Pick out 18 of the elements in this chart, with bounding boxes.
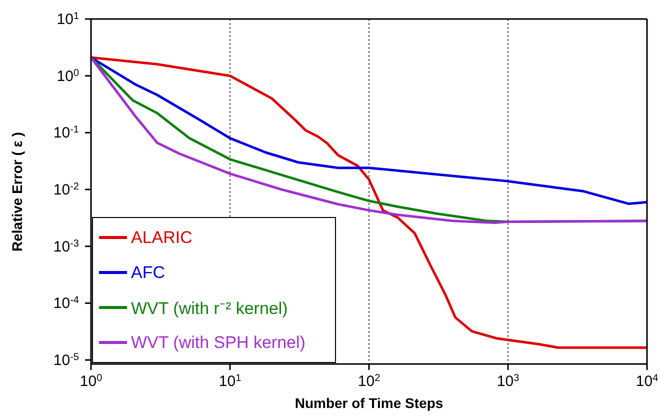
- y-tick-label: 10$^{0}$: [56, 67, 80, 85]
- x-axis-title: Number of Time Steps: [294, 395, 444, 411]
- legend-label: WVT (with SPH kernel): [131, 332, 306, 352]
- legend-label: AFC: [131, 262, 165, 282]
- x-tick-label: 10$^{1}$: [218, 372, 242, 390]
- y-tick-label: 10$^{-1}$: [53, 124, 80, 142]
- y-axis-title: Relative Error ( ε ): [8, 132, 25, 252]
- x-tick-label: 10$^{4}$: [636, 372, 659, 390]
- y-tick-label: 10$^{-3}$: [53, 238, 80, 256]
- x-tick-label: 10$^{2}$: [358, 372, 381, 390]
- y-tick-label: 10$^{-4}$: [53, 294, 80, 312]
- y-tick-label: 10$^{-2}$: [53, 180, 80, 198]
- x-tick-label: 10$^{3}$: [496, 372, 520, 390]
- y-tick-label: 10$^{1}$: [56, 10, 80, 28]
- legend-label: ALARIC: [131, 228, 192, 248]
- x-tick-label: 10$^{0}$: [80, 372, 103, 390]
- y-tick-label: 10$^{-5}$: [53, 351, 80, 369]
- legend-label: WVT (with r⁻² kernel): [131, 298, 288, 319]
